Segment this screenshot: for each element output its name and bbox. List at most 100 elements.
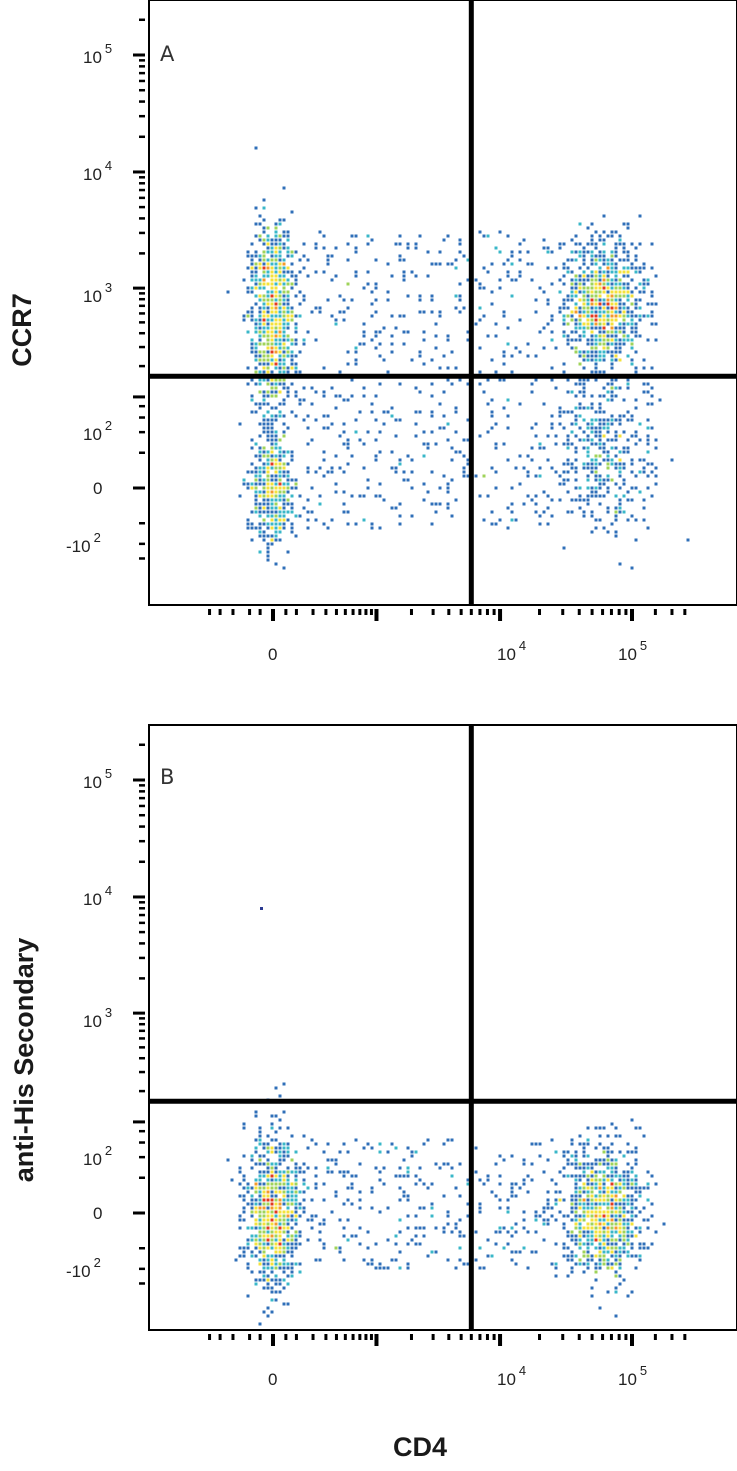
event-dot — [502, 378, 506, 382]
event-dot — [274, 562, 278, 566]
event-dot — [602, 278, 606, 282]
event-dot — [430, 1214, 434, 1218]
event-dot — [254, 1114, 258, 1118]
event-dot — [286, 314, 290, 318]
event-dot — [482, 390, 486, 394]
event-dot — [506, 1206, 510, 1210]
event-dot — [650, 310, 654, 314]
event-dot — [522, 1218, 526, 1222]
y-tick-label: 10 3 — [83, 280, 112, 306]
event-dot — [250, 1166, 254, 1170]
event-dot — [278, 1154, 282, 1158]
event-dot — [598, 322, 602, 326]
event-dot — [590, 402, 594, 406]
event-dot — [638, 1254, 642, 1258]
event-dot — [654, 1182, 658, 1186]
event-dot — [626, 250, 630, 254]
event-dot — [242, 318, 246, 322]
event-dot — [574, 1162, 578, 1166]
event-dot — [422, 1142, 426, 1146]
event-dot — [430, 522, 434, 526]
event-dot — [550, 366, 554, 370]
event-dot — [510, 1250, 514, 1254]
event-dot — [446, 1214, 450, 1218]
event-dot — [582, 1166, 586, 1170]
event-dot — [594, 418, 598, 422]
event-dot — [634, 314, 638, 318]
event-dot — [390, 334, 394, 338]
event-dot — [622, 1222, 626, 1226]
event-dot — [606, 1162, 610, 1166]
event-dot — [278, 310, 282, 314]
event-dot — [266, 394, 270, 398]
event-dot — [554, 1262, 558, 1266]
event-dot — [606, 266, 610, 270]
event-dot — [506, 414, 510, 418]
event-dot — [614, 506, 618, 510]
event-dot — [266, 1214, 270, 1218]
event-dot — [282, 1174, 286, 1178]
event-dot — [534, 502, 538, 506]
event-dot — [286, 266, 290, 270]
event-dot — [654, 474, 658, 478]
event-dot — [278, 1158, 282, 1162]
event-dot — [274, 290, 278, 294]
event-dot — [634, 326, 638, 330]
event-dot — [622, 318, 626, 322]
event-dot — [298, 1262, 302, 1266]
event-dot — [594, 310, 598, 314]
event-dot — [250, 1154, 254, 1158]
event-dot — [634, 246, 638, 250]
event-dot — [582, 354, 586, 358]
event-dot — [602, 242, 606, 246]
event-dot — [586, 1190, 590, 1194]
event-dot — [326, 254, 330, 258]
event-dot — [266, 1166, 270, 1170]
event-dot — [306, 330, 310, 334]
event-dot — [602, 1146, 606, 1150]
event-dot — [610, 326, 614, 330]
event-dot — [442, 474, 446, 478]
event-dot — [290, 270, 294, 274]
event-dot — [314, 1186, 318, 1190]
event-dot — [454, 406, 458, 410]
event-dot — [586, 1206, 590, 1210]
event-dot — [354, 234, 358, 238]
event-dot — [606, 1202, 610, 1206]
event-dot — [590, 294, 594, 298]
event-dot — [282, 354, 286, 358]
event-dot — [250, 482, 254, 486]
event-dot — [282, 474, 286, 478]
event-dot — [522, 1226, 526, 1230]
event-dot — [286, 490, 290, 494]
event-dot — [310, 1198, 314, 1202]
event-dot — [286, 1170, 290, 1174]
event-dot — [630, 1150, 634, 1154]
event-dot — [278, 382, 282, 386]
event-dot — [590, 350, 594, 354]
event-dot — [622, 1198, 626, 1202]
event-dot — [654, 446, 658, 450]
event-dot — [294, 478, 298, 482]
event-dot — [270, 386, 274, 390]
event-dot — [594, 458, 598, 462]
event-dot — [650, 302, 654, 306]
event-dot — [246, 1262, 250, 1266]
event-dot — [258, 282, 262, 286]
event-dot — [558, 414, 562, 418]
event-dot — [270, 286, 274, 290]
event-dot — [406, 1214, 410, 1218]
event-dot — [590, 338, 594, 342]
event-dot — [490, 426, 494, 430]
event-dot — [614, 1262, 618, 1266]
event-dot — [614, 1246, 618, 1250]
event-dot — [646, 338, 650, 342]
event-dot — [590, 1258, 594, 1262]
event-dot — [262, 1222, 266, 1226]
event-dot — [262, 1170, 266, 1174]
event-dot — [662, 1222, 666, 1226]
event-dot — [270, 1190, 274, 1194]
event-dot — [254, 222, 258, 226]
event-dot — [306, 1146, 310, 1150]
event-dot — [246, 1226, 250, 1230]
